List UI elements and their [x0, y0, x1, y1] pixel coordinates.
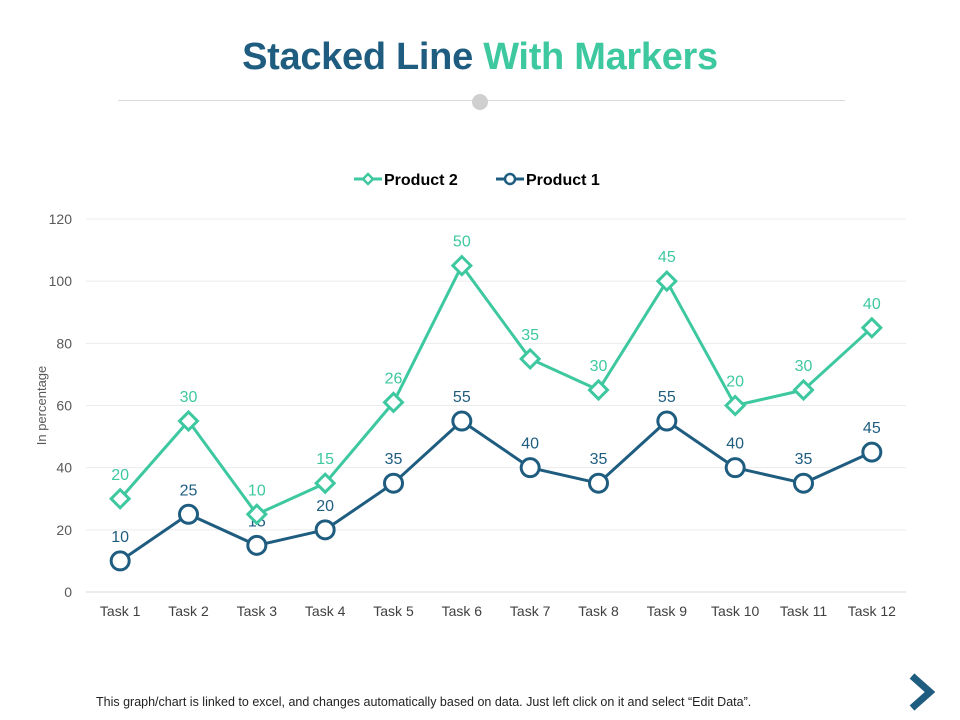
product-1-point-6 — [451, 410, 473, 432]
series-line-product-1 — [119, 419, 873, 563]
product-2-data-label-10: 20 — [726, 374, 744, 391]
product-2-data-label-11: 30 — [795, 358, 813, 375]
product-1-data-label-8: 35 — [590, 451, 608, 468]
product-2-data-label-4: 15 — [316, 451, 334, 468]
product-1-point-1 — [109, 550, 131, 572]
product-1-point-3 — [246, 534, 268, 556]
product-1-point-9 — [656, 410, 678, 432]
x-tick-label-2: Task 2 — [168, 603, 209, 619]
product-1-data-label-7: 40 — [521, 436, 539, 453]
product-2-point-4 — [314, 472, 337, 495]
x-tick-label-6: Task 6 — [442, 603, 483, 619]
y-tick-label-100: 100 — [49, 273, 73, 289]
product-2-point-10 — [724, 394, 747, 417]
series-line-product-2 — [119, 264, 873, 516]
product-1-point-2 — [178, 503, 199, 525]
product-1-data-label-9: 55 — [658, 389, 676, 406]
product-1-point-11 — [793, 472, 814, 494]
product-1-data-label-4: 20 — [316, 498, 334, 515]
product-1-point-8 — [588, 472, 609, 494]
y-tick-label-20: 20 — [56, 522, 72, 538]
page-title: Stacked Line With Markers — [0, 36, 960, 79]
x-tick-label-10: Task 10 — [711, 603, 759, 619]
product-1-point-5 — [383, 472, 404, 494]
x-tick-label-9: Task 9 — [647, 603, 688, 619]
chevron-right-icon[interactable] — [904, 672, 940, 712]
product-1-point-10 — [724, 457, 746, 479]
y-axis-label: In percentage — [34, 366, 49, 446]
product-2-data-label-8: 30 — [590, 358, 608, 375]
x-tick-label-8: Task 8 — [578, 603, 619, 619]
product-2-point-1 — [109, 487, 132, 510]
product-1-point-4 — [314, 519, 336, 541]
x-tick-label-7: Task 7 — [510, 603, 551, 619]
product-2-data-label-3: 10 — [248, 482, 266, 499]
product-2-data-label-2: 30 — [180, 389, 198, 406]
title-part-2: With Markers — [483, 36, 718, 78]
product-1-data-label-5: 35 — [385, 451, 403, 468]
x-tick-label-12: Task 12 — [848, 603, 896, 619]
product-1-data-label-10: 40 — [726, 436, 744, 453]
product-2-point-5 — [382, 391, 405, 414]
product-2-data-label-7: 35 — [521, 327, 539, 344]
x-tick-label-4: Task 4 — [305, 603, 346, 619]
product-1-point-7 — [519, 457, 541, 479]
product-2-data-label-12: 40 — [863, 296, 881, 313]
product-2-point-2 — [177, 409, 200, 433]
product-2-point-9 — [655, 270, 678, 293]
y-tick-label-0: 0 — [64, 584, 72, 600]
legend-marker-product-2 — [361, 172, 375, 186]
product-2-point-7 — [519, 347, 542, 370]
x-tick-label-5: Task 5 — [373, 603, 414, 619]
legend-label-product-2: Product 2 — [384, 172, 458, 189]
y-tick-label-80: 80 — [56, 335, 72, 351]
product-2-point-8 — [587, 378, 610, 402]
y-tick-label-60: 60 — [56, 398, 72, 414]
product-1-data-label-2: 25 — [180, 482, 198, 499]
divider-dot — [472, 94, 488, 110]
product-2-data-label-6: 50 — [453, 234, 471, 251]
title-part-1: Stacked Line — [242, 36, 473, 78]
x-tick-label-3: Task 3 — [237, 603, 278, 619]
y-tick-label-120: 120 — [49, 211, 73, 227]
product-1-data-label-6: 55 — [453, 389, 471, 406]
x-tick-label-1: Task 1 — [100, 603, 141, 619]
product-1-point-12 — [861, 441, 883, 463]
legend-label-product-1: Product 1 — [526, 172, 600, 189]
product-1-data-label-11: 35 — [795, 451, 813, 468]
product-2-data-label-1: 20 — [111, 467, 129, 484]
product-2-point-11 — [792, 378, 815, 402]
product-1-data-label-1: 10 — [111, 529, 129, 546]
stacked-line-chart: 0 20 40 60 80 100 120 Task 1 Task 2 Task 3 Task 4 T… — [34, 172, 906, 619]
product-2-point-3 — [245, 503, 268, 526]
footer-note: This graph/chart is linked to excel, and… — [96, 695, 752, 709]
x-tick-label-11: Task 11 — [780, 603, 827, 619]
product-2-data-label-9: 45 — [658, 249, 676, 266]
legend-marker-product-1 — [503, 172, 517, 186]
product-2-data-label-5: 26 — [385, 370, 403, 387]
product-2-point-6 — [450, 254, 473, 277]
product-1-data-label-12: 45 — [863, 420, 881, 437]
product-2-point-12 — [860, 316, 883, 339]
y-tick-label-40: 40 — [56, 460, 72, 476]
